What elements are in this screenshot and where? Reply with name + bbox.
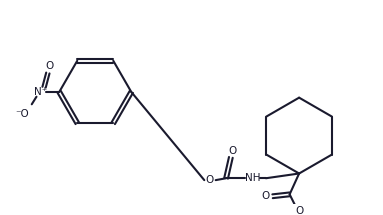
Text: O: O: [46, 61, 54, 71]
Text: N⁺: N⁺: [34, 87, 47, 97]
Text: NH: NH: [245, 173, 260, 183]
Text: O: O: [295, 206, 303, 215]
Text: O: O: [262, 191, 270, 201]
Text: ⁻O: ⁻O: [15, 109, 29, 119]
Text: O: O: [229, 146, 237, 156]
Text: O: O: [206, 175, 214, 185]
